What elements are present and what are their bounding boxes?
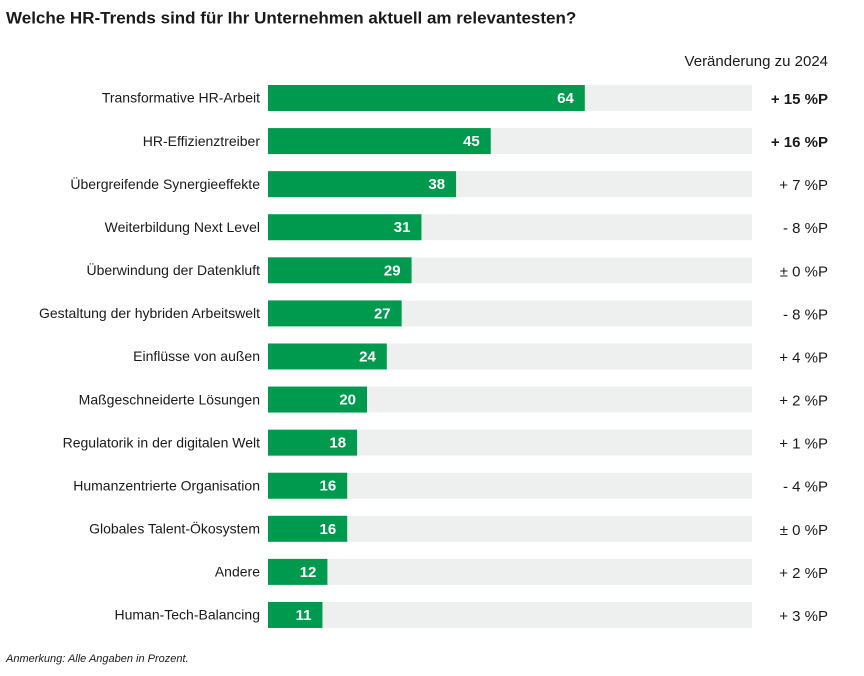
bar-track xyxy=(268,558,752,585)
category-label: Weiterbildung Next Level xyxy=(105,219,260,235)
value-label: 20 xyxy=(339,392,356,409)
change-label: + 3 %P xyxy=(779,608,828,625)
bar xyxy=(268,343,387,370)
value-label: 64 xyxy=(557,90,574,107)
change-label: - 4 %P xyxy=(783,479,828,496)
change-label: ± 0 %P xyxy=(780,263,828,280)
value-label: 16 xyxy=(320,478,337,495)
value-label: 18 xyxy=(329,435,346,452)
bar xyxy=(268,257,412,284)
value-label: 45 xyxy=(463,133,480,150)
value-label: 38 xyxy=(428,176,445,193)
change-label: - 8 %P xyxy=(783,220,828,237)
bar xyxy=(268,128,491,155)
bar-track xyxy=(268,472,752,499)
value-label: 31 xyxy=(394,219,411,236)
bar xyxy=(268,386,367,413)
category-label: Maßgeschneiderte Lösungen xyxy=(79,391,260,407)
change-label: + 4 %P xyxy=(779,349,828,366)
category-label: Globales Talent-Ökosystem xyxy=(89,520,260,537)
change-label: + 7 %P xyxy=(779,177,828,194)
category-label: Transformative HR-Arbeit xyxy=(102,90,260,106)
value-label: 29 xyxy=(384,262,401,279)
value-label: 27 xyxy=(374,305,391,322)
bar xyxy=(268,429,358,456)
change-label: + 15 %P xyxy=(771,91,828,108)
bar xyxy=(268,85,585,111)
bar xyxy=(268,558,328,585)
value-label: 11 xyxy=(296,607,312,624)
bar xyxy=(268,472,348,499)
value-label: 16 xyxy=(320,521,337,538)
category-label: Übergreifende Synergieeffekte xyxy=(70,175,260,192)
change-label: ± 0 %P xyxy=(780,522,828,539)
category-label: Human-Tech-Balancing xyxy=(114,607,260,623)
change-label: + 2 %P xyxy=(779,565,828,582)
category-label: Andere xyxy=(215,564,260,580)
category-label: Einflüsse von außen xyxy=(133,348,260,364)
value-label: 24 xyxy=(359,348,376,365)
change-label: + 2 %P xyxy=(779,393,828,410)
category-label: Humanzentrierte Organisation xyxy=(73,477,260,493)
change-header: Veränderung zu 2024 xyxy=(685,53,828,70)
footnote: Anmerkung: Alle Angaben in Prozent. xyxy=(5,653,189,665)
change-label: + 1 %P xyxy=(779,436,828,453)
change-label: - 8 %P xyxy=(783,306,828,323)
bar xyxy=(268,300,402,327)
bar-track xyxy=(268,515,752,542)
change-label: + 16 %P xyxy=(771,134,828,151)
bar xyxy=(268,515,348,542)
category-label: HR-Effizienztreiber xyxy=(143,133,261,149)
category-label: Gestaltung der hybriden Arbeitswelt xyxy=(39,305,260,321)
value-label: 12 xyxy=(300,564,317,581)
bar xyxy=(268,171,457,198)
bar xyxy=(268,601,323,628)
bar-track xyxy=(268,601,752,628)
bar xyxy=(268,214,422,241)
category-label: Überwindung der Datenkluft xyxy=(86,261,260,278)
chart-title: Welche HR-Trends sind für Ihr Unternehme… xyxy=(6,8,576,27)
category-label: Regulatorik in der digitalen Welt xyxy=(63,434,261,450)
